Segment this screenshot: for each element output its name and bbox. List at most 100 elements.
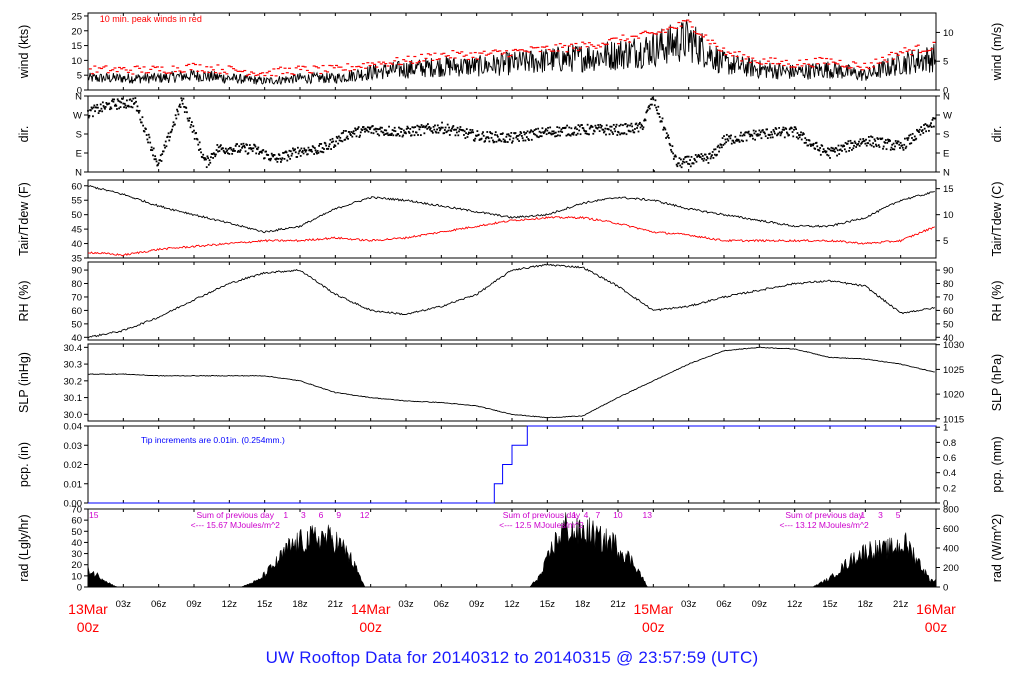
dir-point bbox=[586, 123, 589, 126]
wind-peak-mark bbox=[914, 45, 918, 47]
dir-point bbox=[289, 150, 292, 153]
dir-point bbox=[619, 133, 622, 136]
wind-peak-mark bbox=[202, 71, 206, 73]
wind-peak-mark bbox=[453, 57, 457, 59]
dir-point bbox=[162, 150, 165, 153]
wind-peak-mark bbox=[317, 67, 321, 69]
dir-point bbox=[508, 134, 511, 137]
dir-point bbox=[675, 163, 678, 166]
wind-peak-mark bbox=[352, 69, 356, 71]
rad-ytick-label: 70 bbox=[71, 505, 82, 516]
wind-peak-mark bbox=[234, 69, 238, 71]
dir-point bbox=[408, 132, 411, 134]
wind-peak-mark bbox=[261, 72, 265, 74]
dir-point bbox=[178, 105, 181, 108]
dir-point bbox=[181, 102, 184, 105]
dir-point bbox=[658, 112, 660, 115]
wind-peak-mark bbox=[731, 55, 735, 57]
dir-point bbox=[353, 132, 356, 135]
dir-point bbox=[565, 134, 568, 137]
dir-point bbox=[186, 111, 188, 114]
dir-point bbox=[258, 153, 260, 155]
wind-peak-mark bbox=[115, 70, 119, 73]
dir-point bbox=[545, 128, 547, 131]
dir-point bbox=[636, 127, 638, 129]
dir-point bbox=[138, 109, 141, 112]
pcp-y2tick-label: 0.2 bbox=[943, 483, 956, 494]
rad-annotation-line2: <--- 13.12 MJoules/m^2 bbox=[779, 520, 869, 530]
wind-peak-mark bbox=[634, 35, 638, 37]
wind-peak-mark bbox=[800, 65, 804, 67]
dir-point bbox=[687, 162, 689, 165]
dir-point bbox=[758, 129, 761, 132]
dir-point bbox=[159, 154, 162, 157]
dir-point bbox=[480, 137, 483, 140]
wind-peak-mark bbox=[428, 54, 432, 56]
dir-point bbox=[366, 129, 369, 132]
wind-peak-mark bbox=[849, 67, 853, 69]
dir-point bbox=[615, 123, 618, 126]
wind-peak-mark bbox=[590, 44, 594, 46]
dir-point bbox=[330, 141, 333, 144]
dir-point bbox=[315, 151, 318, 154]
dir-point bbox=[344, 138, 347, 141]
wind-peak-mark bbox=[766, 60, 770, 62]
wind-peak-mark bbox=[346, 63, 350, 65]
dir-point bbox=[610, 125, 613, 128]
dir-point bbox=[865, 138, 867, 141]
wind-peak-mark bbox=[596, 44, 600, 46]
dir-point bbox=[234, 149, 236, 152]
dir-point bbox=[573, 127, 576, 130]
dir-point bbox=[229, 146, 232, 149]
dir-point bbox=[505, 135, 508, 138]
dir-point bbox=[201, 156, 204, 159]
dir-point bbox=[696, 155, 699, 158]
tdew-line bbox=[87, 215, 936, 257]
dir-point bbox=[169, 135, 171, 138]
time-major-date: 14Mar bbox=[351, 601, 391, 617]
dir-point bbox=[920, 130, 923, 132]
dir-ylabel: dir. bbox=[17, 126, 31, 143]
wind-peak-mark bbox=[529, 46, 533, 48]
dir-point bbox=[363, 128, 366, 131]
dir-point bbox=[499, 139, 501, 142]
dir-point bbox=[436, 128, 438, 131]
dir-point bbox=[899, 141, 902, 144]
dir-point bbox=[814, 148, 817, 150]
wind-peak-mark bbox=[822, 62, 826, 64]
dir-point bbox=[92, 106, 95, 109]
dir-point bbox=[334, 145, 337, 147]
dir-point bbox=[189, 126, 192, 129]
time-major-date: 15Mar bbox=[633, 601, 673, 617]
wind-peak-mark bbox=[928, 49, 932, 52]
wind-peak-mark bbox=[775, 63, 779, 65]
dir-point bbox=[435, 131, 438, 134]
dir-point bbox=[120, 101, 123, 104]
wind-peak-mark bbox=[500, 53, 504, 55]
dir-point bbox=[219, 144, 222, 147]
wind-peak-mark bbox=[728, 52, 732, 54]
dir-point bbox=[139, 118, 142, 121]
dir-point bbox=[507, 133, 510, 136]
wind-peak-mark bbox=[831, 61, 835, 63]
dir-point bbox=[790, 127, 793, 130]
dir-point bbox=[821, 145, 824, 147]
temp-y2tick-label: 5 bbox=[943, 236, 948, 247]
dir-point bbox=[569, 134, 572, 137]
wind-peak-mark bbox=[216, 64, 220, 66]
dir-point bbox=[357, 127, 359, 130]
wind-ytick-label: 5 bbox=[77, 71, 82, 82]
wind-peak-mark bbox=[384, 63, 388, 65]
rh-ytick-label: 90 bbox=[71, 266, 82, 277]
wind-peak-mark bbox=[348, 70, 352, 72]
wind-peak-mark bbox=[200, 70, 204, 72]
dir-point bbox=[559, 130, 562, 133]
rad-series: Sum of previous day<--- 15.67 MJoules/m^… bbox=[87, 510, 937, 588]
dir-point bbox=[657, 105, 660, 108]
dir-point bbox=[923, 127, 926, 130]
dir-point bbox=[210, 156, 212, 159]
dir-point bbox=[874, 140, 877, 142]
wind-peak-mark bbox=[733, 51, 737, 53]
wind-peak-mark bbox=[592, 45, 596, 48]
pcp-ytick-label: 0.00 bbox=[64, 499, 83, 510]
